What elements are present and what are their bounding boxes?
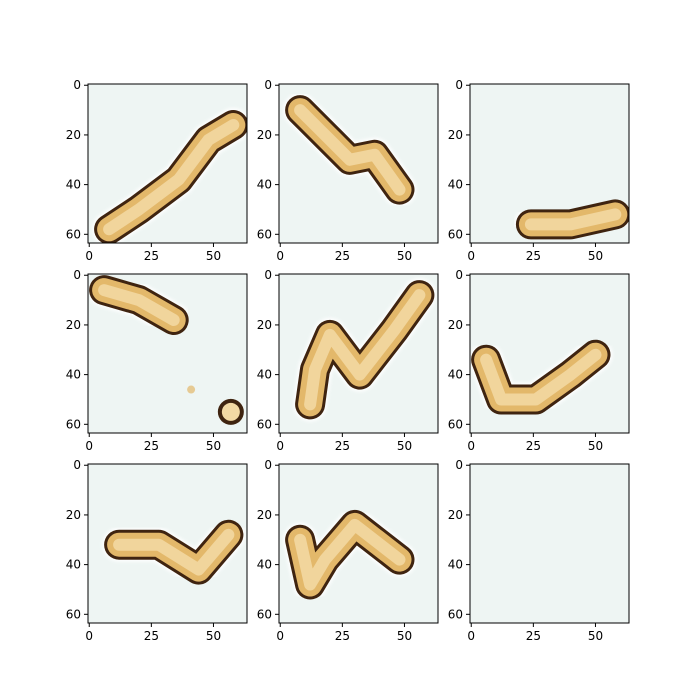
y-tick-label: 60: [257, 227, 272, 241]
blob-layer: [480, 348, 602, 406]
y-tick-label: 0: [455, 458, 463, 472]
x-tick-label: 50: [588, 629, 603, 643]
x-tick-label: 25: [144, 249, 159, 263]
x-tick-label: 0: [467, 439, 475, 453]
panel-5: 0 25 50 0 20 40 60: [257, 268, 439, 453]
y-tick-label: 60: [66, 417, 81, 431]
x-tick-label: 50: [397, 439, 412, 453]
x-tick-label: 0: [467, 629, 475, 643]
y-tick-label: 20: [66, 128, 81, 142]
panel-4: 0 25 50 0 20 40 60: [66, 268, 248, 453]
x-tick-label: 0: [276, 249, 284, 263]
x-tick-label: 50: [206, 249, 221, 263]
y-tick-label: 20: [257, 508, 272, 522]
blob-layer: [294, 104, 406, 196]
x-tick-label: 25: [526, 249, 541, 263]
blob-layer: [294, 518, 406, 591]
x-tick-label: 25: [335, 439, 350, 453]
y-tick-label: 0: [455, 268, 463, 282]
x-tick-label: 0: [276, 439, 284, 453]
y-tick-label: 40: [66, 368, 81, 382]
x-tick-label: 50: [588, 439, 603, 453]
y-tick-label: 60: [257, 417, 272, 431]
x-tick-label: 25: [144, 629, 159, 643]
x-tick-label: 25: [335, 629, 350, 643]
blob-layer: [113, 528, 235, 576]
panel-1: 0 25 50 0 20 40 60: [66, 78, 248, 263]
axes-frame: [87, 273, 248, 434]
panel-8: 0 25 50 0 20 40 60: [257, 458, 439, 643]
x-tick-label: 50: [397, 249, 412, 263]
blob-layer: [304, 289, 426, 411]
panel-3: 0 25 50 0 20 40 60: [448, 78, 630, 263]
x-tick-label: 0: [467, 249, 475, 263]
y-tick-label: 0: [264, 458, 272, 472]
y-tick-label: 40: [66, 178, 81, 192]
axes-frame: [469, 273, 630, 434]
y-tick-label: 20: [448, 318, 463, 332]
axes-frame: [469, 83, 630, 244]
y-tick-label: 60: [66, 607, 81, 621]
blob-layer: [524, 208, 622, 231]
x-tick-label: 0: [276, 629, 284, 643]
y-tick-label: 60: [66, 227, 81, 241]
y-tick-label: 0: [73, 78, 81, 92]
y-tick-label: 20: [257, 318, 272, 332]
blob-layer: [103, 119, 240, 236]
y-tick-label: 60: [257, 607, 272, 621]
y-tick-label: 20: [66, 508, 81, 522]
y-tick-label: 20: [448, 128, 463, 142]
y-tick-label: 0: [455, 78, 463, 92]
blob-faint-dot: [187, 385, 196, 394]
x-tick-label: 0: [85, 249, 93, 263]
axes-frame: [278, 273, 439, 434]
x-tick-label: 25: [526, 629, 541, 643]
panel-background: [470, 464, 629, 623]
x-tick-label: 50: [206, 439, 221, 453]
y-tick-label: 20: [448, 508, 463, 522]
y-tick-label: 40: [257, 558, 272, 572]
axes-frame: [87, 83, 248, 244]
axes-frame: [87, 463, 248, 624]
x-tick-label: 0: [85, 439, 93, 453]
blob-dot-fill: [221, 402, 240, 421]
blob-layer: [98, 284, 180, 326]
x-tick-label: 25: [144, 439, 159, 453]
y-tick-label: 40: [448, 178, 463, 192]
y-tick-label: 40: [257, 368, 272, 382]
panel-2: 0 25 50 0 20 40 60: [257, 78, 439, 263]
y-tick-label: 0: [264, 268, 272, 282]
y-tick-label: 60: [448, 227, 463, 241]
y-tick-label: 0: [73, 458, 81, 472]
x-tick-label: 50: [588, 249, 603, 263]
y-tick-label: 60: [448, 417, 463, 431]
axes-frame: [278, 83, 439, 244]
x-tick-label: 25: [526, 439, 541, 453]
x-tick-label: 25: [335, 249, 350, 263]
panel-6: 0 25 50 0 20 40 60: [448, 268, 630, 453]
y-tick-label: 0: [264, 78, 272, 92]
x-tick-label: 0: [85, 629, 93, 643]
y-tick-label: 40: [66, 558, 81, 572]
y-tick-label: 20: [257, 128, 272, 142]
x-tick-label: 50: [206, 629, 221, 643]
y-tick-label: 40: [448, 558, 463, 572]
axes-frame: [469, 463, 630, 624]
panel-9: 0 25 50 0 20 40 60: [448, 458, 630, 643]
y-tick-label: 40: [448, 368, 463, 382]
y-tick-label: 60: [448, 607, 463, 621]
y-tick-label: 40: [257, 178, 272, 192]
x-tick-label: 50: [397, 629, 412, 643]
y-tick-label: 0: [73, 268, 81, 282]
y-tick-label: 20: [66, 318, 81, 332]
panel-7: 0 25 50 0 20 40 60: [66, 458, 248, 643]
axes-frame: [278, 463, 439, 624]
